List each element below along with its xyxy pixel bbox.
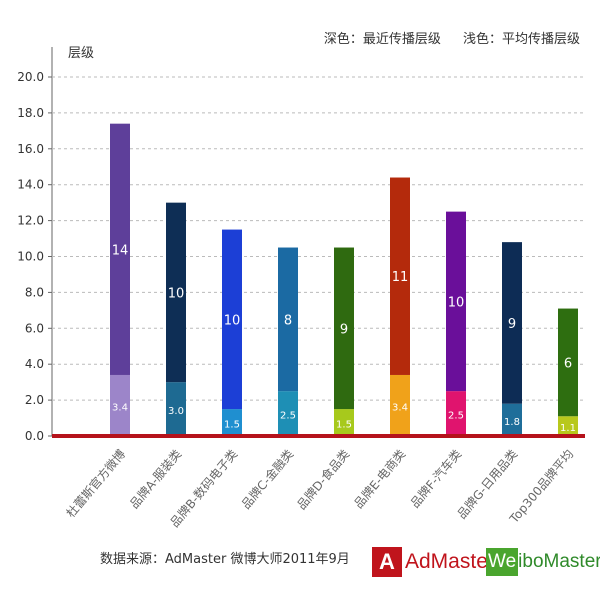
bar-light xyxy=(502,403,522,436)
y-tick-label: 0.0 xyxy=(25,429,44,443)
y-tick-label: 20.0 xyxy=(17,70,44,84)
y-tick-label: 8.0 xyxy=(25,285,44,299)
bar-light xyxy=(222,409,242,436)
bar-dark xyxy=(278,247,298,392)
data-label: 3.4 xyxy=(392,402,408,413)
x-tick-label: 品牌F-汽车类 xyxy=(407,446,464,510)
x-tick-label: 品牌C-金融类 xyxy=(238,446,296,511)
bar-light xyxy=(110,374,130,436)
legend-dark: 深色：最近传播层级 xyxy=(323,32,441,47)
weibomaster-logo: We iboMaster xyxy=(486,545,600,579)
y-tick-label: 6.0 xyxy=(25,321,44,335)
bar-dark xyxy=(334,247,354,410)
y-tick-label: 10.0 xyxy=(17,250,44,264)
bar-dark xyxy=(166,202,186,383)
data-label: 1.5 xyxy=(224,420,240,431)
x-tick-label: 品牌G-日用品类 xyxy=(455,447,521,522)
y-axis-label: 层级 xyxy=(68,46,94,61)
x-tick-label: 品牌A-服装类 xyxy=(127,447,184,511)
legend-light: 浅色：平均传播层级 xyxy=(462,32,580,47)
data-label: 11 xyxy=(392,270,409,285)
data-label: 2.5 xyxy=(448,411,464,422)
legend: 深色：最近传播层级 浅色：平均传播层级 xyxy=(306,28,580,47)
bar-light xyxy=(334,409,354,436)
y-tick-label: 12.0 xyxy=(17,214,44,228)
x-axis xyxy=(52,434,585,438)
bar-dark xyxy=(558,308,578,417)
bar-dark xyxy=(502,242,522,404)
bar-dark xyxy=(446,211,466,392)
data-label: 9 xyxy=(508,317,516,332)
y-tick-label: 18.0 xyxy=(17,106,44,120)
x-tick-label: 品牌E-电商类 xyxy=(351,446,409,511)
bar-light xyxy=(446,391,466,436)
bar-dark xyxy=(110,123,130,375)
data-label: 9 xyxy=(340,322,348,337)
bar-light xyxy=(166,382,186,436)
bar-dark xyxy=(390,177,410,375)
bar-chart: 层级 0.0 2.0 4.0 6.0 8.0 10.0 12.0 14.0 16.0 18.0 20.… xyxy=(17,46,585,530)
bar-dark xyxy=(222,229,242,410)
y-tick-label: 14.0 xyxy=(17,178,44,192)
data-label: 10 xyxy=(224,313,241,328)
data-label: 3.4 xyxy=(112,402,128,413)
x-tick-label: 杜蕾斯官方微博 xyxy=(63,446,128,520)
bar-light xyxy=(278,391,298,436)
y-tick-label: 4.0 xyxy=(25,357,44,371)
data-source: 数据来源：AdMaster 微博大师2011年9月 xyxy=(100,552,350,567)
data-label: 1.1 xyxy=(560,423,576,434)
data-label: 1.5 xyxy=(336,420,352,431)
y-tick-label: 16.0 xyxy=(17,142,44,156)
x-tick-label: 品牌D-食品类 xyxy=(294,446,353,512)
data-label: 10 xyxy=(448,295,465,310)
admaster-logo: A AdMaster xyxy=(372,545,495,579)
data-label: 14 xyxy=(112,243,129,258)
bar-light xyxy=(558,416,578,436)
data-label: 6 xyxy=(564,356,572,371)
data-label: 8 xyxy=(284,313,292,328)
y-tick-label: 2.0 xyxy=(25,393,44,407)
data-label: 10 xyxy=(168,286,185,301)
data-label: 3.0 xyxy=(168,406,184,417)
bar-light xyxy=(390,374,410,436)
data-label: 1.8 xyxy=(504,417,520,428)
data-label: 2.5 xyxy=(280,411,296,422)
admaster-logo-icon: A xyxy=(372,547,402,577)
